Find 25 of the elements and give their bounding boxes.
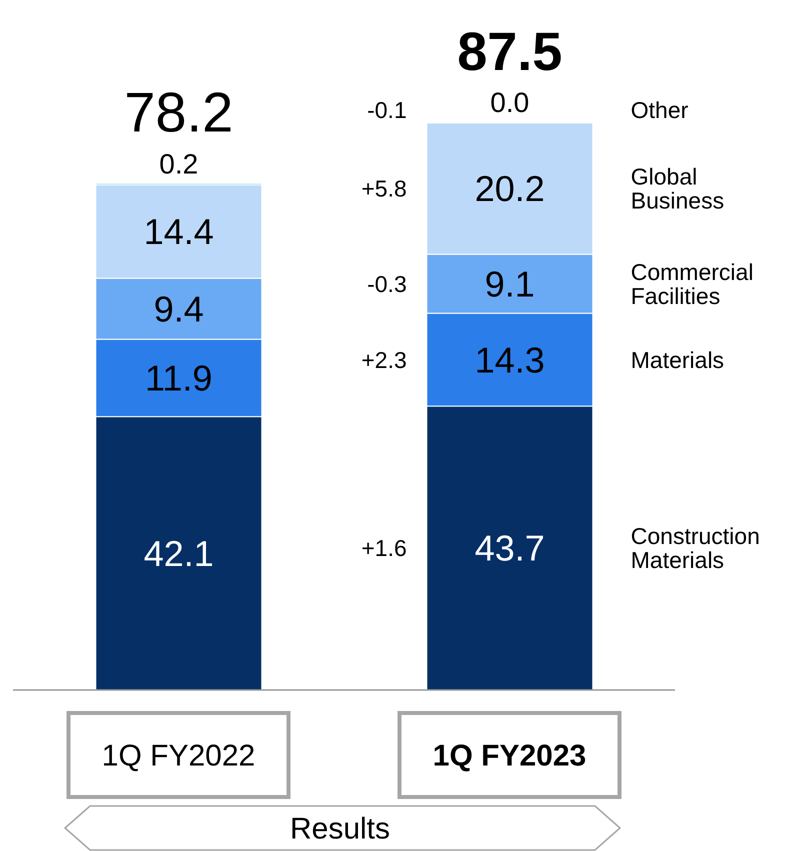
data-label: 14.3 xyxy=(474,339,545,380)
series-label: Global Business xyxy=(630,164,724,214)
text: Results xyxy=(290,812,390,846)
data-label: 0.2 xyxy=(159,148,198,180)
total-label: 78.2 xyxy=(124,80,234,144)
series-label: Other xyxy=(630,97,689,124)
annotation: -0.1 xyxy=(367,97,407,124)
data-label: 9.1 xyxy=(484,263,535,304)
data-label: 0.0 xyxy=(490,87,530,118)
annotation: +1.6 xyxy=(361,535,407,562)
annotation: +2.3 xyxy=(361,346,407,373)
annotation: -0.3 xyxy=(367,270,407,297)
data-label: 11.9 xyxy=(145,358,212,399)
series-label: Commercial Facilities xyxy=(630,258,754,309)
data-label: 14.4 xyxy=(144,211,214,252)
total-label: 87.5 xyxy=(457,22,562,82)
x-tick-label: 1Q FY2023 xyxy=(432,740,586,772)
series-label: Construction Materials xyxy=(630,523,760,574)
data-label: 20.2 xyxy=(474,168,545,210)
data-label: 43.7 xyxy=(474,528,545,569)
data-label: 42.1 xyxy=(144,532,214,574)
annotation: +5.8 xyxy=(361,176,407,202)
data-label: 9.4 xyxy=(154,288,204,330)
x-tick-label: 1Q FY2022 xyxy=(102,740,256,772)
series-label: Materials xyxy=(630,346,724,373)
